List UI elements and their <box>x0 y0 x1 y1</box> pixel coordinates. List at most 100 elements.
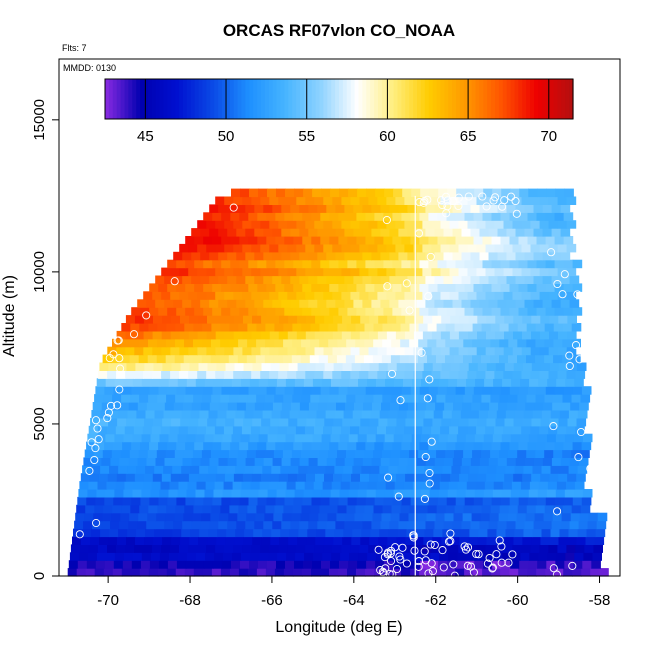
co-field-cell <box>203 212 213 221</box>
co-field-cell <box>513 315 523 324</box>
co-field-cell <box>404 330 415 340</box>
co-field-cell <box>401 386 412 395</box>
co-field-cell <box>315 417 325 427</box>
co-field-cell <box>201 354 212 364</box>
co-field-cell <box>378 536 388 545</box>
colorbar-swatch <box>198 79 204 119</box>
co-field-cell <box>428 307 438 316</box>
co-field-cell <box>389 457 400 466</box>
co-field-cell <box>285 188 295 198</box>
co-field-cell <box>97 425 108 435</box>
colorbar-swatch <box>557 79 562 119</box>
co-field-cell <box>577 410 588 419</box>
co-field-cell <box>416 251 426 261</box>
co-field-cell <box>413 291 423 300</box>
co-field-cell <box>242 243 252 253</box>
co-field-cell <box>116 346 126 356</box>
co-field-cell <box>329 568 339 577</box>
co-field-cell <box>518 496 529 506</box>
co-field-cell <box>231 489 242 498</box>
co-field-cell <box>579 512 590 522</box>
co-field-cell <box>202 504 212 514</box>
sample-point <box>443 202 452 211</box>
co-field-cell <box>434 204 444 213</box>
co-field-cell <box>203 560 214 569</box>
co-field-cell <box>515 275 526 284</box>
co-field-cell <box>351 417 361 427</box>
co-field-cell <box>588 512 599 522</box>
co-field-cell <box>382 323 393 332</box>
co-field-cell <box>139 323 149 332</box>
co-field-cell <box>557 291 568 300</box>
co-field-cell <box>419 259 429 269</box>
co-field-cell <box>392 259 402 269</box>
co-field-cell <box>287 291 297 300</box>
co-field-cell <box>581 496 592 506</box>
colorbar-swatch <box>163 79 168 119</box>
co-field-cell <box>513 362 524 371</box>
co-field-cell <box>554 259 565 269</box>
co-field-cell <box>409 504 420 514</box>
co-field-cell <box>344 457 355 466</box>
co-field-cell <box>252 362 263 371</box>
co-field-cell <box>338 386 349 395</box>
colorbar-tick-label: 65 <box>460 128 477 145</box>
co-field-cell <box>156 449 167 458</box>
co-field-cell <box>545 496 556 506</box>
co-field-cell <box>358 552 368 561</box>
co-field-cell <box>508 504 519 514</box>
co-field-cell <box>259 425 270 435</box>
co-field-cell <box>531 417 542 427</box>
co-field-cell <box>504 362 515 371</box>
co-field-cell <box>572 496 583 506</box>
co-field-cell <box>301 504 312 514</box>
co-field-cell <box>419 283 429 292</box>
co-field-cell <box>417 512 428 522</box>
co-field-cell <box>328 338 338 348</box>
co-field-cell <box>359 370 369 379</box>
co-field-cell <box>562 394 573 403</box>
co-field-cell <box>364 449 374 458</box>
co-field-cell <box>429 489 440 498</box>
co-field-cell <box>329 496 340 506</box>
co-field-cell <box>404 346 415 356</box>
co-field-cell <box>273 449 284 458</box>
co-field-cell <box>263 520 273 530</box>
co-field-cell <box>227 402 238 411</box>
co-field-cell <box>405 473 415 482</box>
co-field-cell <box>238 323 248 332</box>
co-field-cell <box>567 315 577 324</box>
sample-point <box>443 196 452 205</box>
co-field-cell <box>338 441 348 451</box>
co-field-cell <box>295 481 306 490</box>
co-field-cell <box>566 267 577 277</box>
co-field-cell <box>245 204 255 213</box>
co-field-cell <box>105 489 115 498</box>
co-field-cell <box>283 504 293 514</box>
co-field-cell <box>154 528 164 538</box>
co-field-cell <box>222 378 233 387</box>
co-field-cell <box>334 465 344 474</box>
co-field-cell <box>431 370 441 379</box>
co-field-cell <box>99 536 109 545</box>
co-field-cell <box>553 449 563 458</box>
co-field-cell <box>341 544 351 553</box>
co-field-cell <box>301 323 311 332</box>
sample-point <box>560 270 569 279</box>
co-field-cell <box>504 417 515 427</box>
co-field-cell <box>335 204 345 213</box>
co-field-cell <box>428 496 439 506</box>
colorbar-swatch <box>537 79 543 119</box>
co-field-cell <box>368 346 379 356</box>
co-field-cell <box>508 394 519 403</box>
co-field-cell <box>500 212 511 221</box>
co-field-cell <box>140 307 150 316</box>
co-field-cell <box>159 378 170 387</box>
co-field-cell <box>405 362 416 371</box>
co-field-cell <box>260 220 270 229</box>
co-field-cell <box>494 243 505 253</box>
co-field-cell <box>245 275 255 284</box>
co-field-cell <box>117 362 127 371</box>
co-field-cell <box>366 433 377 443</box>
co-field-cell <box>452 457 463 466</box>
